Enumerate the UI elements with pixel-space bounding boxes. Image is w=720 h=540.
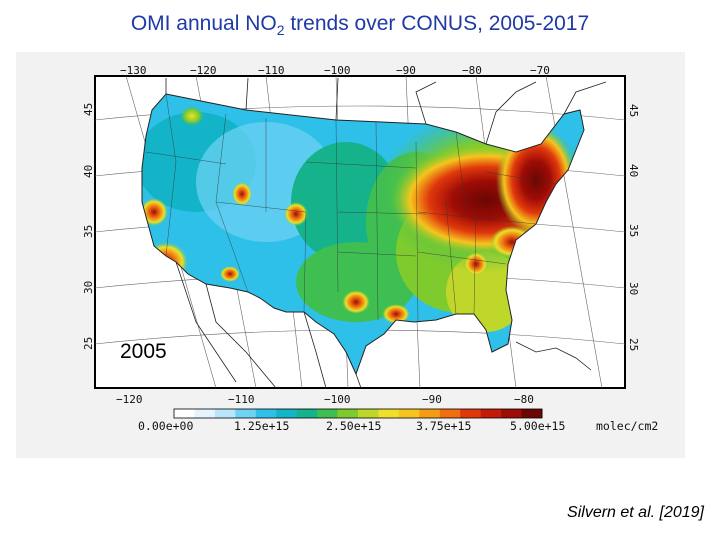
colorbar-swatch bbox=[460, 409, 482, 418]
colorbar bbox=[173, 408, 543, 419]
lon-tick-label: −110 bbox=[228, 393, 255, 406]
colorbar-swatch bbox=[194, 409, 216, 418]
colorbar-swatch bbox=[276, 409, 298, 418]
left-lat-ticks: 45 40 35 30 25 bbox=[82, 103, 95, 350]
lat-tick-label: 45 bbox=[627, 104, 640, 117]
colorbar-swatch bbox=[174, 409, 195, 418]
colorbar-border bbox=[173, 408, 543, 419]
lon-tick-label: −100 bbox=[324, 393, 351, 406]
colorbar-swatch bbox=[378, 409, 400, 418]
lat-tick-label: 40 bbox=[627, 164, 640, 177]
lon-tick-label: −80 bbox=[462, 64, 482, 77]
colorbar-label: 5.00e+15 bbox=[510, 419, 565, 433]
colorbar-label: 1.25e+15 bbox=[234, 419, 289, 433]
colorbar-swatch bbox=[255, 409, 277, 418]
lon-tick-label: −100 bbox=[324, 64, 351, 77]
lon-tick-label: −80 bbox=[514, 393, 534, 406]
colorbar-swatch bbox=[358, 409, 379, 418]
colorbar-swatch bbox=[317, 409, 339, 418]
colorbar-label: 3.75e+15 bbox=[416, 419, 471, 433]
lat-tick-label: 35 bbox=[627, 224, 640, 237]
colorbar-swatch bbox=[419, 409, 441, 418]
colorbar-swatch bbox=[296, 409, 318, 418]
lat-tick-label: 30 bbox=[627, 282, 640, 295]
colorbar-swatch bbox=[480, 409, 502, 418]
colorbar-unit: molec/cm2 bbox=[596, 419, 658, 433]
lat-tick-label: 30 bbox=[82, 281, 95, 294]
colorbar-swatch bbox=[501, 409, 523, 418]
right-lat-ticks: 45 40 35 30 25 bbox=[627, 104, 640, 351]
year-label: 2005 bbox=[120, 340, 167, 363]
lat-tick-label: 25 bbox=[627, 338, 640, 351]
lon-tick-label: −90 bbox=[396, 64, 416, 77]
colorbar-swatch bbox=[337, 409, 359, 418]
colorbar-swatch bbox=[521, 409, 543, 418]
us-outline bbox=[141, 93, 585, 376]
bottom-lon-ticks: −120 −110 −100 −90 −80 bbox=[116, 393, 534, 406]
lon-tick-label: −120 bbox=[116, 393, 143, 406]
lat-tick-label: 35 bbox=[82, 225, 95, 238]
top-lon-ticks: −130 −120 −110 −100 −90 −80 −70 bbox=[120, 64, 550, 77]
neighbor-outlines bbox=[165, 77, 607, 389]
state-lines bbox=[145, 93, 557, 323]
lon-tick-label: −130 bbox=[120, 64, 147, 77]
map-panel: 2005 −130 −120 −110 −100 −90 −80 −70 −12… bbox=[16, 52, 685, 458]
lon-tick-label: −120 bbox=[190, 64, 217, 77]
lon-tick-label: −90 bbox=[422, 393, 442, 406]
lon-tick-label: −110 bbox=[258, 64, 285, 77]
colorbar-label: 2.50e+15 bbox=[326, 419, 381, 433]
colorbar-swatch bbox=[439, 409, 461, 418]
lon-tick-label: −70 bbox=[530, 64, 550, 77]
lat-tick-label: 40 bbox=[82, 165, 95, 178]
no2-map: 2005 −130 −120 −110 −100 −90 −80 −70 −12… bbox=[82, 64, 658, 433]
colorbar-swatch bbox=[214, 409, 236, 418]
slide-title: OMI annual NO2 trends over CONUS, 2005-2… bbox=[130, 12, 590, 39]
colorbar-swatch bbox=[235, 409, 257, 418]
lat-tick-label: 45 bbox=[82, 103, 95, 116]
lat-tick-label: 25 bbox=[82, 337, 95, 350]
colorbar-label: 0.00e+00 bbox=[138, 419, 193, 433]
colorbar-swatch bbox=[398, 409, 420, 418]
citation: Silvern et al. [2019] bbox=[567, 504, 704, 521]
